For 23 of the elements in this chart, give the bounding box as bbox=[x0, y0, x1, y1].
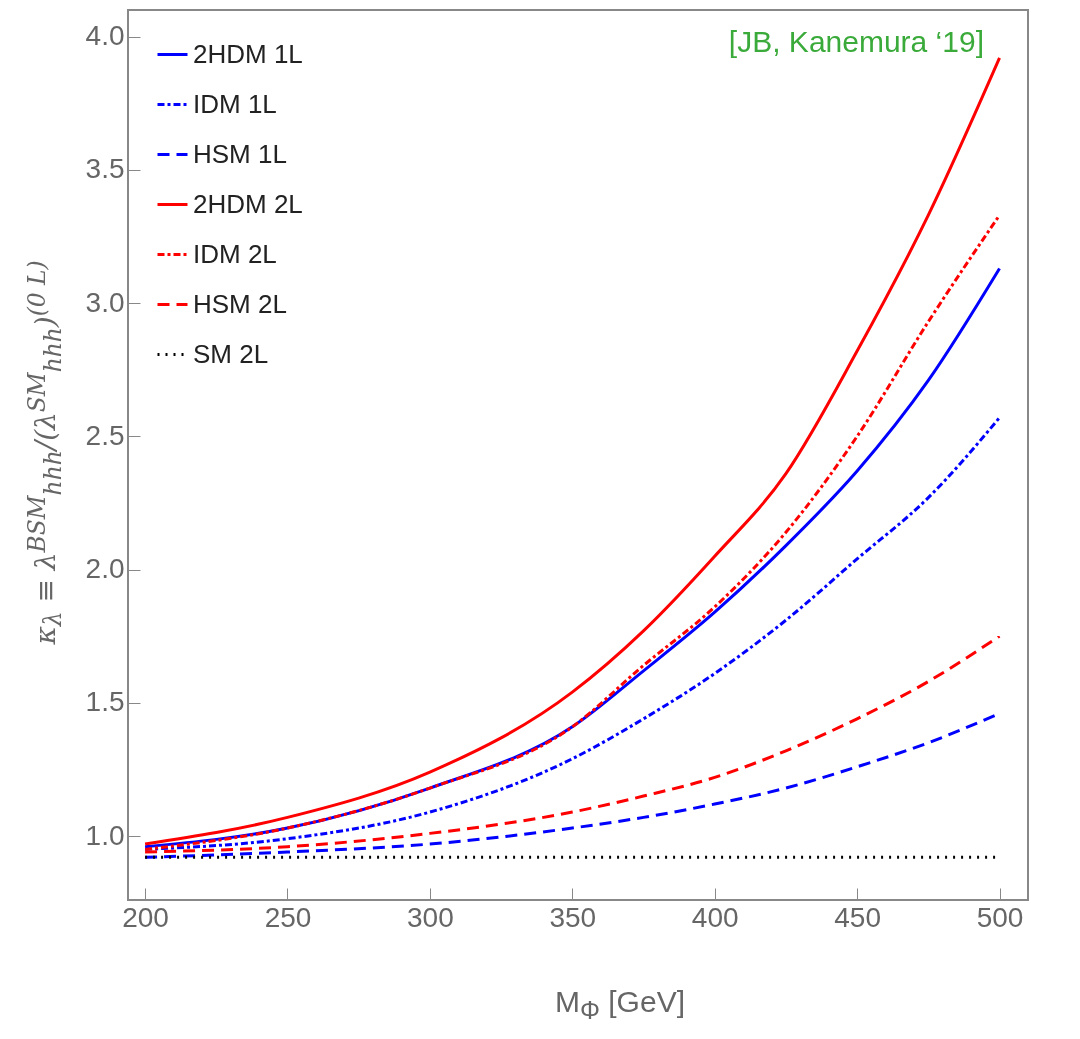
legend-label: 2HDM 1L bbox=[193, 38, 303, 69]
x-tick-label: 500 bbox=[976, 901, 1024, 933]
annotation: [JB, Kanemura ‘19] bbox=[728, 25, 984, 58]
legend-label: IDM 1L bbox=[193, 88, 277, 119]
legend-label: HSM 1L bbox=[193, 138, 287, 169]
y-tick-label: 2.5 bbox=[85, 419, 125, 451]
y-tick-label: 3.5 bbox=[85, 153, 125, 185]
y-tick-label: 4.0 bbox=[85, 20, 125, 52]
x-tick-label: 250 bbox=[264, 901, 312, 933]
legend-label: 2HDM 2L bbox=[193, 188, 303, 219]
x-tick-label: 350 bbox=[549, 901, 597, 933]
y-tick-label: 1.0 bbox=[85, 819, 125, 851]
y-tick-label: 3.0 bbox=[85, 286, 125, 318]
legend-label: HSM 2L bbox=[193, 288, 287, 319]
x-axis-title: M$_{Φ}$ [GeV] bbox=[554, 985, 686, 1025]
x-tick-label: 400 bbox=[691, 901, 739, 933]
x-tick-label: 450 bbox=[834, 901, 881, 933]
y-tick-label: 2.0 bbox=[85, 553, 125, 585]
legend-label: IDM 2L bbox=[193, 238, 277, 269]
legend-label: SM 2L bbox=[193, 338, 269, 369]
x-tick-label: 300 bbox=[407, 901, 454, 933]
x-tick-label: 200 bbox=[122, 901, 169, 933]
y-tick-label: 1.5 bbox=[85, 686, 125, 718]
